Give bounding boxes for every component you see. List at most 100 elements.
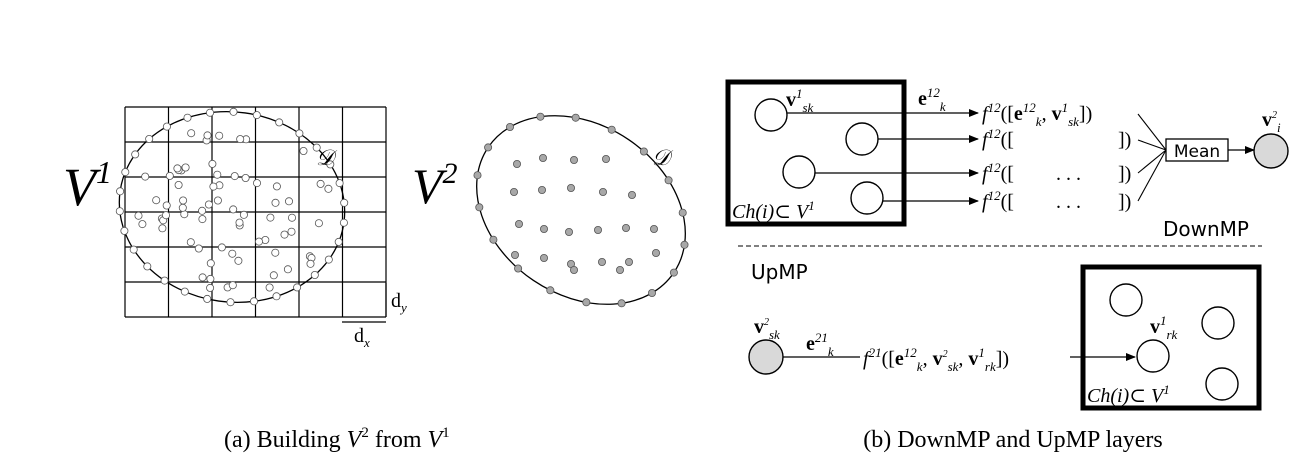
v1-point bbox=[312, 143, 321, 152]
v1-point bbox=[143, 262, 152, 271]
down-children-box bbox=[725, 79, 907, 227]
v1-point bbox=[280, 230, 289, 239]
v1-point bbox=[215, 131, 224, 140]
svg-text:. . .: . . . bbox=[1056, 191, 1081, 213]
v1-point bbox=[120, 226, 129, 235]
v1-point bbox=[180, 287, 189, 296]
v1-point bbox=[228, 281, 237, 290]
v1-point bbox=[287, 227, 296, 236]
v2-point bbox=[616, 265, 625, 274]
down-output-label: v2i bbox=[1262, 109, 1281, 135]
v2-point bbox=[571, 113, 580, 122]
up-input-node bbox=[748, 339, 784, 375]
v1-point bbox=[283, 265, 292, 274]
v2-point bbox=[622, 223, 631, 232]
v2-point bbox=[505, 123, 514, 132]
svg-text:]): ]) bbox=[1118, 191, 1131, 213]
v1-point bbox=[272, 292, 281, 301]
v1-point bbox=[334, 237, 343, 246]
v2-point bbox=[489, 235, 498, 244]
v2-point bbox=[540, 253, 549, 262]
down-f-term-3: f12([ . . . ]) bbox=[982, 160, 1131, 185]
down-node-4 bbox=[850, 181, 884, 215]
up-ch-label: Ch(i)⊂ V1 bbox=[1087, 382, 1170, 407]
up-node-4 bbox=[1205, 367, 1239, 401]
down-node-1 bbox=[754, 98, 788, 132]
grid bbox=[124, 106, 387, 318]
up-f-term: f21([e12k, v2sk, v1rk]) bbox=[863, 345, 1009, 374]
v1-point bbox=[249, 297, 258, 306]
v1-point bbox=[162, 122, 171, 131]
v2-point bbox=[648, 288, 657, 297]
dx-label: dx bbox=[354, 325, 370, 350]
down-output-node bbox=[1253, 133, 1289, 169]
v1-point bbox=[141, 172, 150, 181]
v1-label: V1 bbox=[63, 154, 112, 217]
v1-point bbox=[230, 172, 239, 181]
v1-point bbox=[198, 206, 207, 215]
v1-point bbox=[116, 187, 125, 196]
v1-point bbox=[213, 196, 222, 205]
v1-point bbox=[252, 179, 261, 188]
v1-point bbox=[187, 129, 196, 138]
v1-point bbox=[183, 113, 192, 122]
v2-point bbox=[510, 250, 519, 259]
v1-point bbox=[206, 283, 215, 292]
v2-point bbox=[669, 268, 678, 277]
v2-point bbox=[678, 208, 687, 217]
up-edge-label: e21k bbox=[806, 330, 834, 359]
v2-point bbox=[602, 154, 611, 163]
v1-point bbox=[293, 283, 302, 292]
v1-point bbox=[205, 108, 214, 117]
v1-point bbox=[208, 159, 217, 168]
v1-point bbox=[178, 203, 187, 212]
v1-point bbox=[310, 270, 319, 279]
v2-point bbox=[617, 299, 626, 308]
down-f-term-1: f12([e12k, v1sk]) bbox=[982, 100, 1092, 129]
v2-point bbox=[565, 227, 574, 236]
v2-point bbox=[599, 187, 608, 196]
v1-point bbox=[173, 164, 182, 173]
v1-point bbox=[271, 248, 280, 257]
down-node-label: v1sk bbox=[786, 86, 814, 115]
up-target-label: v1rk bbox=[1150, 313, 1178, 342]
v1-point bbox=[254, 237, 263, 246]
v1-point bbox=[239, 210, 248, 219]
v1-point bbox=[213, 170, 222, 179]
down-ch-label: Ch(i)⊂ V1 bbox=[732, 198, 815, 223]
v1-point bbox=[158, 224, 167, 233]
v1-point bbox=[340, 198, 349, 207]
v1-point bbox=[160, 276, 169, 285]
v1-point bbox=[226, 298, 235, 307]
v1-point bbox=[203, 294, 212, 303]
v2-point bbox=[538, 185, 547, 194]
caption-a: (a) Building V2 from V1 bbox=[224, 425, 450, 453]
v1-point bbox=[138, 220, 147, 229]
v2-point bbox=[540, 224, 549, 233]
v1-point bbox=[121, 168, 130, 177]
up-children-box bbox=[1080, 264, 1262, 411]
panel-b: v1sk Ch(i)⊂ V1 e12k f12([e12k, v1sk]) f1… bbox=[725, 79, 1289, 453]
v1-point bbox=[335, 179, 344, 188]
up-node-2 bbox=[1201, 306, 1235, 340]
v2-point bbox=[652, 248, 661, 257]
upmp-label: UpMP bbox=[751, 260, 808, 284]
v1-point bbox=[229, 107, 238, 116]
v1-points bbox=[115, 107, 349, 307]
v1-point bbox=[198, 215, 207, 224]
v1-point bbox=[299, 146, 308, 155]
v1-point bbox=[165, 171, 174, 180]
v1-point bbox=[316, 179, 325, 188]
v1-point bbox=[206, 259, 215, 268]
v1-point bbox=[241, 173, 250, 182]
v1-point bbox=[194, 244, 203, 253]
svg-text:f12([: f12([ bbox=[982, 188, 1014, 213]
v2-point bbox=[570, 265, 579, 274]
v2-point bbox=[628, 190, 637, 199]
up-target-node bbox=[1136, 339, 1170, 373]
mean-label: Mean bbox=[1174, 142, 1220, 162]
v1-point bbox=[179, 196, 188, 205]
v1-point bbox=[134, 211, 143, 220]
v1-point bbox=[295, 129, 304, 138]
